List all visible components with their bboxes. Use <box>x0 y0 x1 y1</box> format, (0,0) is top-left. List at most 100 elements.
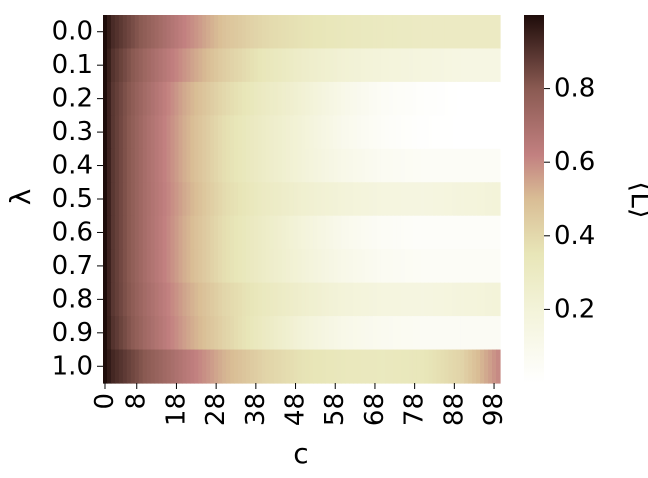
heatmap-cell <box>357 81 362 116</box>
heatmap-cell <box>281 249 287 284</box>
heatmap-cell <box>432 249 438 284</box>
heatmap-cell <box>230 349 235 384</box>
heatmap-cell <box>428 81 434 116</box>
heatmap-cell <box>404 316 410 351</box>
heatmap-cell <box>138 349 144 384</box>
heatmap-cell <box>194 182 199 217</box>
heatmap-cell <box>357 15 362 50</box>
heatmap-cell <box>321 215 326 250</box>
heatmap-cell <box>194 115 199 150</box>
heatmap-cell <box>424 81 430 116</box>
heatmap-cell <box>412 81 418 116</box>
heatmap-cell <box>178 349 183 384</box>
heatmap-cell <box>293 182 299 217</box>
heatmap-cell <box>305 316 311 351</box>
heatmap-cell <box>253 316 259 351</box>
heatmap-cell <box>190 316 195 351</box>
heatmap-cell <box>452 81 457 116</box>
heatmap-cell <box>186 15 191 50</box>
heatmap-cell <box>269 215 275 250</box>
heatmap-cell <box>317 215 322 250</box>
heatmap-cell <box>138 15 144 50</box>
heatmap-cell <box>114 182 120 217</box>
heatmap-cell <box>384 349 390 384</box>
heatmap-cell <box>380 215 386 250</box>
heatmap-cell <box>416 282 422 317</box>
heatmap-cell <box>186 182 191 217</box>
heatmap-cell <box>372 215 378 250</box>
heatmap-cell <box>460 282 465 317</box>
heatmap-cell <box>154 249 160 284</box>
heatmap-cell <box>218 282 223 317</box>
heatmap-cell <box>376 182 382 217</box>
heatmap-cell <box>130 15 136 50</box>
heatmap-cell <box>122 115 128 150</box>
heatmap-cell <box>174 349 180 384</box>
heatmap-cell <box>376 349 382 384</box>
heatmap-cell <box>396 316 402 351</box>
heatmap-cell <box>106 249 112 284</box>
heatmap-cell <box>468 48 473 83</box>
heatmap-cell <box>166 282 172 317</box>
heatmap-cell <box>103 282 108 317</box>
heatmap-cell <box>289 282 295 317</box>
heatmap-cell <box>182 249 187 284</box>
heatmap-cell <box>317 282 322 317</box>
heatmap-cell <box>194 249 199 284</box>
heatmap-cell <box>341 148 346 183</box>
heatmap-cell <box>472 282 477 317</box>
heatmap-cell <box>384 249 390 284</box>
heatmap-cell <box>452 215 457 250</box>
heatmap-cell <box>273 182 279 217</box>
heatmap-cell <box>384 215 390 250</box>
heatmap-cell <box>297 249 303 284</box>
heatmap-cell <box>361 182 366 217</box>
heatmap-cell <box>138 215 144 250</box>
heatmap-cell <box>194 316 199 351</box>
heatmap-cell <box>460 182 465 217</box>
heatmap-cell <box>103 215 108 250</box>
heatmap-cell <box>325 282 330 317</box>
heatmap-cell <box>496 215 501 250</box>
heatmap-cell <box>126 282 132 317</box>
heatmap-cell <box>150 249 156 284</box>
heatmap-cell <box>496 249 501 284</box>
heatmap-cell <box>440 15 446 50</box>
heatmap-cell <box>194 81 199 116</box>
heatmap-cell <box>309 148 315 183</box>
heatmap-cell <box>380 316 386 351</box>
heatmap-cell <box>420 316 426 351</box>
heatmap-cell <box>305 115 311 150</box>
heatmap-cell <box>321 48 326 83</box>
heatmap-cell <box>480 115 485 150</box>
heatmap-cell <box>126 215 132 250</box>
heatmap-cell <box>428 282 434 317</box>
heatmap-cell <box>202 48 207 83</box>
heatmap-cell <box>186 215 191 250</box>
heatmap-cell <box>345 182 350 217</box>
heatmap-cell <box>329 115 334 150</box>
heatmap-cell <box>106 115 112 150</box>
heatmap-cell <box>222 249 227 284</box>
heatmap-cell <box>313 81 318 116</box>
heatmap-cell <box>126 249 132 284</box>
heatmap-cell <box>158 148 164 183</box>
heatmap-cell <box>464 182 469 217</box>
heatmap-cell <box>182 81 187 116</box>
heatmap-cell <box>150 182 156 217</box>
heatmap-cell <box>440 48 446 83</box>
heatmap-cell <box>436 182 442 217</box>
heatmap-cell <box>289 349 295 384</box>
heatmap-cell <box>341 115 346 150</box>
heatmap-cell <box>146 215 152 250</box>
heatmap-cell <box>396 215 402 250</box>
heatmap-cell <box>241 349 247 384</box>
heatmap-cell <box>341 81 346 116</box>
heatmap-cell <box>269 48 275 83</box>
heatmap-cell <box>396 349 402 384</box>
heatmap-cell <box>150 316 156 351</box>
heatmap-cell <box>293 148 299 183</box>
heatmap-cell <box>273 81 279 116</box>
heatmap-cell <box>337 115 342 150</box>
heatmap-cell <box>353 115 358 150</box>
